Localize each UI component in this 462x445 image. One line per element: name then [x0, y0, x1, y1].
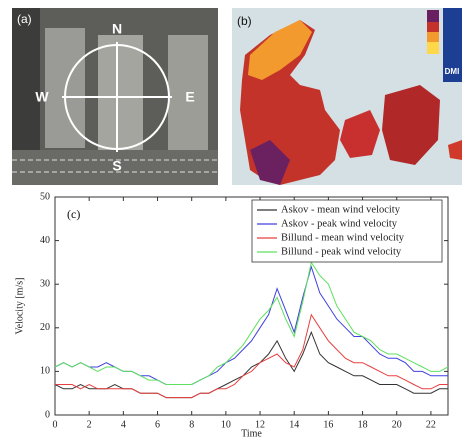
funen: [340, 110, 380, 158]
series-line: [55, 313, 448, 399]
y-tick-label: 50: [40, 191, 50, 202]
y-tick-label: 30: [40, 278, 50, 289]
compass-south: S: [112, 158, 121, 174]
x-tick-label: 16: [323, 419, 333, 430]
x-tick-label: 10: [221, 419, 231, 430]
legend-label: Askov - peak wind velocity: [281, 218, 398, 229]
legend-box: [251, 199, 443, 263]
compass-east: E: [185, 89, 194, 105]
chart: 0 10 20 30 40 50 0 2 4 6 8 10 12 14 16 18 20 22 Time Veloci…: [14, 191, 449, 439]
road: [12, 150, 218, 185]
panel-label: (b): [237, 14, 252, 28]
y-tick-label: 0: [45, 409, 50, 420]
y-tick-label: 40: [40, 235, 50, 246]
roof: [168, 35, 208, 150]
series-line: [54, 330, 448, 399]
panel-label: (a): [17, 12, 32, 26]
panel-b: DMI (b): [232, 8, 462, 185]
legend-label: Askov - mean wind velocity: [281, 204, 401, 215]
legend-label: Billund - mean wind velocity: [281, 232, 405, 243]
x-tick-label: 20: [392, 419, 402, 430]
x-tick-label: 6: [155, 419, 160, 430]
compass-north: N: [112, 21, 122, 37]
y-axis-label: Velocity [m/s]: [14, 278, 25, 335]
legend-bar: [427, 42, 439, 54]
x-tick-label: 18: [358, 419, 368, 430]
x-axis-label: Time: [241, 428, 262, 439]
x-tick-label: 8: [189, 419, 194, 430]
y-tick-label: 20: [40, 322, 50, 333]
legend-label: Billund - peak wind velocity: [281, 246, 402, 257]
region: [250, 140, 290, 185]
legend-bar: [427, 22, 439, 32]
zealand: [382, 85, 440, 165]
y-tick-label: 10: [40, 366, 50, 377]
series-line: [54, 261, 449, 385]
x-tick-label: 12: [255, 419, 265, 430]
logo-text: DMI: [445, 67, 460, 76]
x-tick-label: 2: [87, 419, 92, 430]
x-tick-label: 0: [53, 419, 58, 430]
panel-label: (c): [67, 207, 80, 221]
logo: [443, 8, 462, 82]
region: [248, 20, 312, 80]
panel-a: (a) N E S W: [12, 8, 218, 185]
x-tick-label: 14: [289, 419, 299, 430]
x-tick-label: 4: [121, 419, 126, 430]
legend-bar: [427, 32, 439, 42]
bornholm: [448, 140, 462, 160]
roof: [98, 35, 143, 150]
compass-west: W: [35, 89, 49, 105]
x-tick-label: 22: [426, 419, 436, 430]
